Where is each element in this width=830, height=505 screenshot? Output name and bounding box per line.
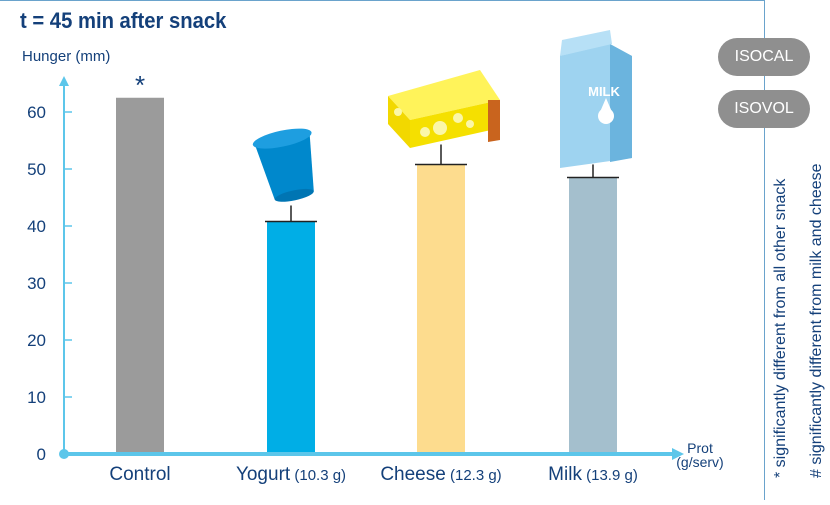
bar-milk xyxy=(569,177,617,455)
x-axis-arrow xyxy=(672,448,684,460)
y-tick-label: 20 xyxy=(27,331,46,350)
axis-origin-dot xyxy=(59,449,69,459)
cheese-wedge-icon xyxy=(388,70,500,148)
x-category-label: Yogurt (10.3 g) xyxy=(236,464,346,485)
x-category-label: Cheese (12.3 g) xyxy=(380,464,501,485)
milk-carton-icon: MILK xyxy=(560,30,632,168)
x-category-label: Control xyxy=(109,464,170,485)
svg-text:MILK: MILK xyxy=(588,84,620,99)
note-asterisk: * significantly different from all other… xyxy=(772,178,789,478)
y-tick-label: 60 xyxy=(27,103,46,122)
isovol-badge: ISOVOL xyxy=(718,90,810,128)
y-tick-label: 10 xyxy=(27,388,46,407)
bar-control xyxy=(116,97,164,454)
yogurt-cup-icon xyxy=(252,128,314,202)
x-axis-label: Prot (g/serv) xyxy=(676,440,723,470)
x-category-label: Milk (13.9 g) xyxy=(548,464,638,485)
bar-cheese xyxy=(417,164,465,454)
y-axis-label: Hunger (mm) xyxy=(22,48,111,65)
y-axis-arrow xyxy=(59,76,69,86)
note-hash: # significantly different from milk and … xyxy=(808,163,825,478)
isocal-badge: ISOCAL xyxy=(718,38,810,76)
y-tick-label: 0 xyxy=(37,445,46,464)
bar-yogurt xyxy=(267,221,315,454)
y-tick-label: 40 xyxy=(27,217,46,236)
significance-marker: * xyxy=(135,70,145,100)
chart-title: t = 45 min after snack xyxy=(20,8,227,33)
y-tick-label: 30 xyxy=(27,274,46,293)
y-tick-label: 50 xyxy=(27,160,46,179)
